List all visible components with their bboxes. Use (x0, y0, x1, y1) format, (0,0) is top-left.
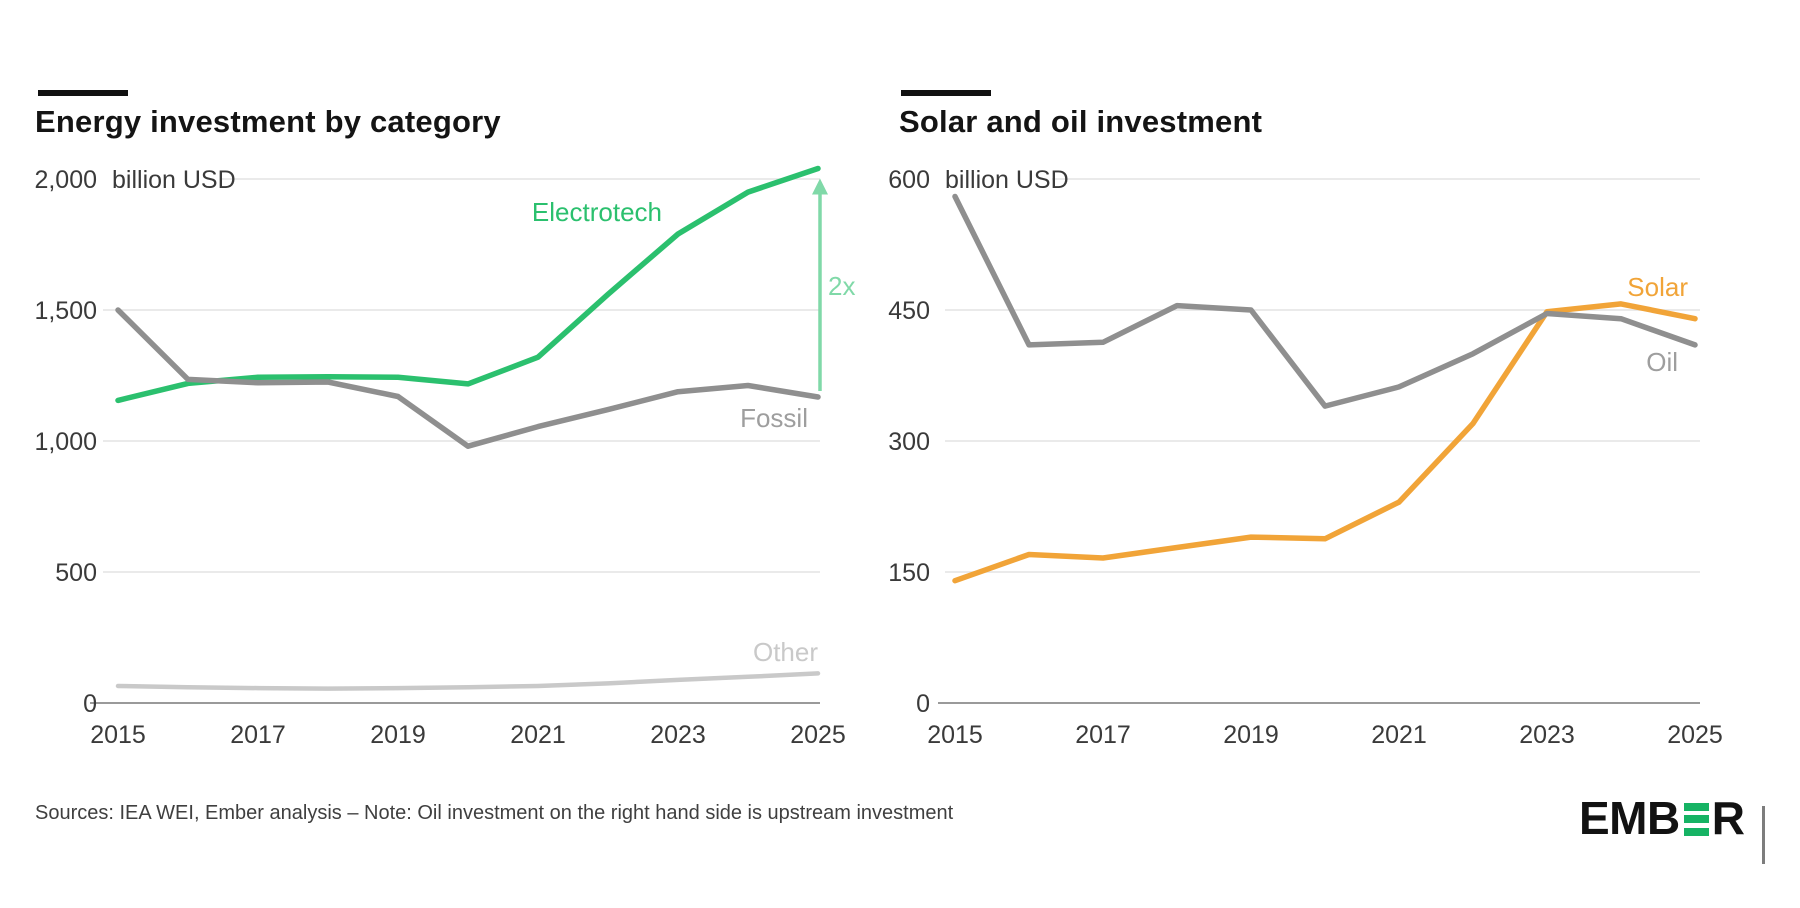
ember-logo: EMB R (1579, 792, 1745, 844)
sources-note: Sources: IEA WEI, Ember analysis – Note:… (35, 802, 954, 824)
ember-logo-text-after: R (1711, 792, 1745, 844)
y-tick-label: 2,000 (34, 166, 97, 194)
y-tick-label: 0 (916, 690, 930, 718)
ember-logo-green-e-icon (1683, 802, 1709, 836)
y-tick-label: 0 (83, 690, 97, 718)
series-line-fossil (115, 307, 821, 449)
x-tick-label: 2019 (370, 721, 426, 749)
x-tick-label: 2015 (927, 721, 983, 749)
x-tick-label: 2019 (1223, 721, 1279, 749)
y-tick-label: 600 (888, 166, 930, 194)
annotation-2x-label: 2x (828, 271, 855, 301)
y-tick-label: 1,500 (34, 297, 97, 325)
title-accent-bar-right (901, 90, 991, 96)
y-tick-label: 450 (888, 297, 930, 325)
annotation-arrow-head (812, 178, 828, 195)
ember-logo-text-before: EMB (1579, 792, 1680, 844)
y-tick-label: 300 (888, 428, 930, 456)
y-tick-label: 150 (888, 559, 930, 587)
x-tick-label: 2017 (1075, 721, 1131, 749)
series-label-other: Other (753, 637, 818, 667)
x-tick-label: 2023 (650, 721, 706, 749)
series-label-solar: Solar (1627, 272, 1688, 302)
series-label-oil: Oil (1646, 347, 1678, 377)
x-tick-label: 2021 (1371, 721, 1427, 749)
x-tick-label: 2015 (90, 721, 146, 749)
y-tick-label: 500 (55, 559, 97, 587)
x-tick-label: 2023 (1519, 721, 1575, 749)
x-tick-label: 2021 (510, 721, 566, 749)
left-chart-title: Energy investment by category (35, 104, 501, 139)
right-chart-title: Solar and oil investment (899, 104, 1263, 139)
y-tick-label: 1,000 (34, 428, 97, 456)
series-line-oil (952, 193, 1698, 409)
series-line-electrotech (115, 165, 821, 404)
title-accent-bar-left (38, 90, 128, 96)
x-tick-label: 2025 (790, 721, 846, 749)
axis-unit-label: billion USD (112, 166, 236, 194)
series-line-solar (952, 301, 1698, 584)
x-tick-label: 2025 (1667, 721, 1723, 749)
axis-unit-label: billion USD (945, 166, 1069, 194)
series-label-electrotech: Electrotech (532, 197, 662, 227)
x-tick-label: 2017 (230, 721, 286, 749)
footer-divider-line (1762, 806, 1765, 864)
series-line-other (115, 671, 821, 691)
series-label-fossil: Fossil (740, 403, 808, 433)
